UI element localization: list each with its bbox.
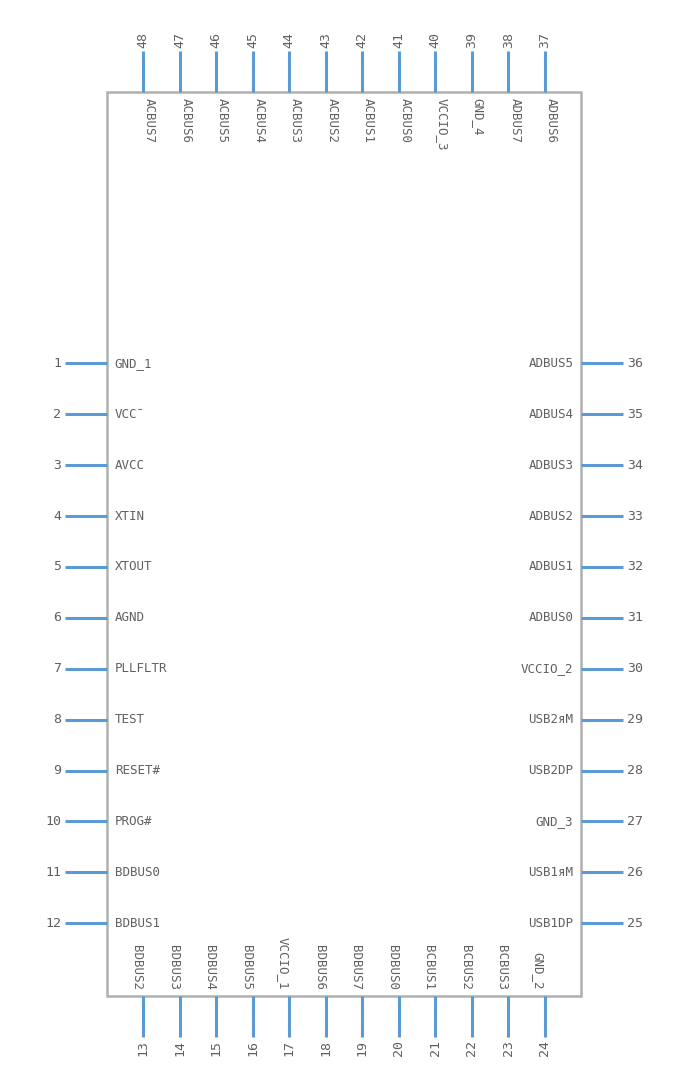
Text: BDBUS7: BDBUS7 [350,944,363,989]
Text: 45: 45 [246,33,259,48]
Text: ACBUS1: ACBUS1 [363,99,375,144]
Text: 20: 20 [392,1040,405,1055]
Text: 32: 32 [627,560,643,573]
Text: VCCIO_3: VCCIO_3 [436,99,449,151]
Text: 11: 11 [45,866,61,879]
Text: 37: 37 [538,33,551,48]
Text: 17: 17 [283,1040,296,1055]
Text: BCBUS2: BCBUS2 [459,944,472,989]
Text: 35: 35 [627,408,643,421]
Text: 48: 48 [137,33,150,48]
Text: ADBUS7: ADBUS7 [508,99,522,144]
Text: 26: 26 [627,866,643,879]
Text: ACBUS7: ACBUS7 [143,99,156,144]
Text: VCC¯: VCC¯ [115,408,144,421]
Text: ADBUS5: ADBUS5 [528,357,573,370]
Text: 24: 24 [538,1040,551,1055]
Text: 44: 44 [283,33,296,48]
Text: BDBUS4: BDBUS4 [203,944,216,989]
Text: BCBUS3: BCBUS3 [495,944,508,989]
Text: ADBUS4: ADBUS4 [528,408,573,421]
Text: BDBUS5: BDBUS5 [239,944,252,989]
Text: USB1DP: USB1DP [528,917,573,930]
Text: 5: 5 [53,560,61,573]
Text: ACBUS6: ACBUS6 [180,99,193,144]
Text: RESET#: RESET# [115,764,160,777]
Text: GND_3: GND_3 [536,815,573,828]
Text: 15: 15 [210,1040,223,1055]
Text: 29: 29 [627,713,643,726]
Text: GND_2: GND_2 [532,952,545,989]
Text: ACBUS3: ACBUS3 [289,99,302,144]
Text: ACBUS0: ACBUS0 [399,99,412,144]
Text: ACBUS2: ACBUS2 [325,99,338,144]
Text: VCCIO_2: VCCIO_2 [521,663,573,676]
Text: 13: 13 [137,1040,150,1055]
Text: 31: 31 [627,611,643,625]
Text: ACBUS4: ACBUS4 [252,99,266,144]
Text: XTOUT: XTOUT [115,560,152,573]
Text: BDBUS0: BDBUS0 [115,866,160,879]
Text: 38: 38 [502,33,515,48]
Text: GND_1: GND_1 [115,357,152,370]
Text: 8: 8 [53,713,61,726]
Text: 42: 42 [356,33,369,48]
Text: PROG#: PROG# [115,815,152,828]
Text: 41: 41 [392,33,405,48]
Text: BDBUS3: BDBUS3 [166,944,180,989]
Text: 2: 2 [53,408,61,421]
Text: USB2DP: USB2DP [528,764,573,777]
Text: 40: 40 [429,33,442,48]
Text: 1: 1 [53,357,61,370]
Text: 22: 22 [465,1040,478,1055]
Text: BDBUS1: BDBUS1 [115,917,160,930]
Text: 21: 21 [429,1040,442,1055]
Text: 27: 27 [627,815,643,828]
Text: ADBUS1: ADBUS1 [528,560,573,573]
Text: BDBUS6: BDBUS6 [313,944,325,989]
Text: BDBUS0: BDBUS0 [386,944,399,989]
Text: 10: 10 [45,815,61,828]
Text: 6: 6 [53,611,61,625]
Text: 4: 4 [53,509,61,522]
Text: 34: 34 [627,459,643,472]
Text: 30: 30 [627,663,643,676]
Text: ADBUS3: ADBUS3 [528,459,573,472]
Text: 43: 43 [319,33,332,48]
Text: 9: 9 [53,764,61,777]
Text: 25: 25 [627,917,643,930]
Text: 18: 18 [319,1040,332,1055]
Text: 23: 23 [502,1040,515,1055]
Bar [107,92,581,996]
Text: 28: 28 [627,764,643,777]
Text: 14: 14 [173,1040,186,1055]
Text: ADBUS0: ADBUS0 [528,611,573,625]
Text: 36: 36 [627,357,643,370]
Text: TEST: TEST [115,713,144,726]
Text: GND_4: GND_4 [472,99,485,136]
Text: 47: 47 [173,33,186,48]
Text: 19: 19 [356,1040,369,1055]
Text: 46: 46 [210,33,223,48]
Text: USB1яM: USB1яM [528,866,573,879]
Text: AGND: AGND [115,611,144,625]
Text: BDBUS2: BDBUS2 [130,944,143,989]
Text: 33: 33 [627,509,643,522]
Text: ACBUS5: ACBUS5 [216,99,229,144]
Text: 16: 16 [246,1040,259,1055]
Text: 12: 12 [45,917,61,930]
Text: AVCC: AVCC [115,459,144,472]
Text: USB2яM: USB2яM [528,713,573,726]
Text: 39: 39 [465,33,478,48]
Text: ADBUS6: ADBUS6 [545,99,558,144]
Text: XTIN: XTIN [115,509,144,522]
Text: 3: 3 [53,459,61,472]
Text: 7: 7 [53,663,61,676]
Text: ADBUS2: ADBUS2 [528,509,573,522]
Text: VCCIO_1: VCCIO_1 [276,937,289,989]
Text: PLLFLTR: PLLFLTR [115,663,167,676]
Text: BCBUS1: BCBUS1 [422,944,436,989]
